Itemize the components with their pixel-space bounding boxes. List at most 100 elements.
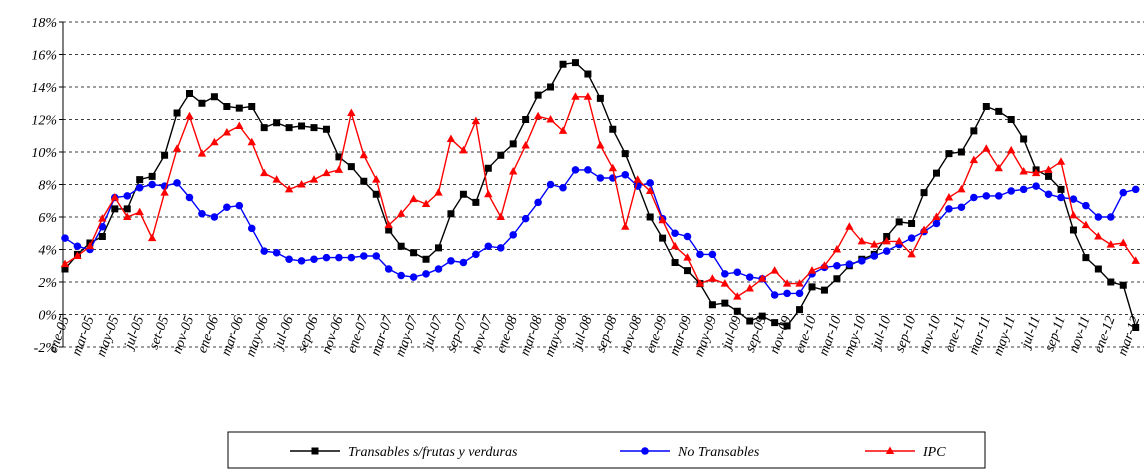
x-tick-label: mar-08 [518, 314, 546, 358]
x-tick-label: mar-12 [1115, 314, 1143, 358]
marker [1056, 157, 1066, 165]
x-tick-label: may-07 [393, 313, 422, 359]
y-tick-label: 0% [38, 309, 57, 324]
marker [907, 234, 916, 242]
marker [832, 245, 842, 253]
marker [833, 261, 841, 270]
marker [73, 242, 82, 251]
marker [1032, 182, 1040, 190]
marker [571, 59, 579, 67]
marker [297, 180, 306, 188]
marker [136, 176, 144, 184]
marker [123, 212, 132, 220]
x-tick-label: ene-06 [195, 314, 222, 355]
marker [708, 301, 716, 309]
marker [496, 212, 505, 220]
x-tick-label: may-06 [243, 314, 271, 359]
marker [135, 183, 144, 192]
marker [384, 265, 393, 273]
marker [982, 103, 990, 110]
marker [1094, 213, 1103, 221]
y-tick-label: -2% [34, 341, 57, 356]
marker [1019, 185, 1028, 194]
marker [347, 163, 355, 171]
marker [933, 169, 940, 177]
marker [161, 151, 169, 159]
x-tick-label: nov-07 [469, 313, 497, 356]
marker [857, 236, 866, 245]
marker [758, 274, 767, 282]
marker [111, 205, 119, 213]
marker [459, 258, 468, 267]
marker [85, 241, 95, 250]
marker [185, 111, 194, 120]
marker [882, 236, 891, 245]
marker [1031, 168, 1041, 177]
marker [671, 229, 679, 238]
marker [895, 218, 903, 226]
marker [509, 231, 517, 239]
marker [1107, 278, 1115, 286]
marker [222, 128, 232, 136]
marker [746, 317, 754, 325]
y-tick-label: 12% [31, 114, 57, 129]
marker [459, 190, 467, 198]
marker [509, 140, 517, 148]
marker [795, 279, 804, 287]
marker [123, 205, 131, 213]
marker [447, 257, 455, 265]
x-tick-label: mar-09 [667, 314, 695, 358]
marker [285, 255, 293, 264]
marker [995, 107, 1003, 115]
marker [969, 155, 979, 164]
y-tick-label: 16% [31, 49, 57, 64]
marker [311, 447, 319, 455]
marker [247, 224, 256, 233]
marker [870, 240, 879, 248]
y-tick-label: 4% [38, 244, 57, 259]
marker [472, 250, 480, 259]
marker [247, 137, 256, 146]
marker [335, 153, 343, 161]
marker [583, 92, 593, 100]
marker [845, 222, 854, 230]
marker [1007, 187, 1015, 195]
marker [1106, 240, 1115, 248]
marker [310, 255, 318, 264]
x-tick-label: may-10 [841, 314, 869, 359]
marker [297, 257, 306, 265]
marker [98, 233, 106, 240]
marker [260, 247, 269, 255]
marker [422, 255, 430, 263]
marker [334, 165, 344, 173]
marker [608, 163, 617, 172]
marker [384, 220, 393, 229]
marker [641, 447, 649, 455]
marker [546, 115, 555, 123]
marker [147, 233, 157, 242]
marker [908, 220, 916, 227]
marker [172, 144, 182, 152]
marker [758, 312, 766, 320]
marker [745, 284, 754, 292]
marker [322, 253, 331, 262]
marker [671, 259, 679, 266]
marker [596, 141, 605, 149]
marker [609, 125, 617, 133]
marker [360, 177, 368, 185]
marker [73, 251, 82, 259]
x-tick-label: may-08 [542, 314, 570, 359]
marker [347, 253, 356, 262]
y-tick-label: 8% [38, 179, 57, 194]
marker [546, 180, 555, 189]
marker [970, 193, 978, 202]
marker [160, 188, 169, 196]
x-tick-label: ene-11 [942, 314, 969, 354]
legend-box [227, 431, 986, 469]
marker [533, 111, 543, 120]
marker [148, 180, 156, 189]
marker [135, 207, 144, 216]
marker [1069, 195, 1078, 203]
marker [422, 270, 430, 278]
